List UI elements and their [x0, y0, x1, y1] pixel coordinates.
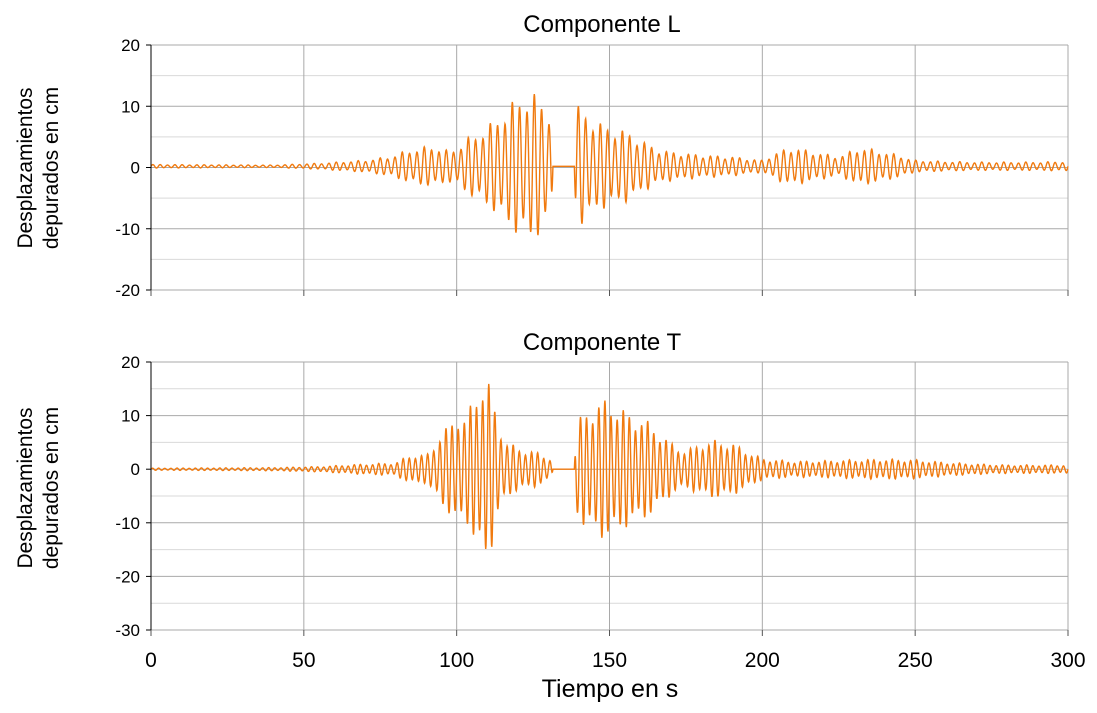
- x-tick-label: 250: [898, 649, 933, 672]
- x-ticks: 0 50 100 150 200 250 300: [145, 630, 1086, 672]
- chart-title: Componente T: [523, 329, 682, 356]
- y-tick-label: -10: [115, 514, 140, 533]
- y-axis-label-line-2: depurados en cm: [40, 407, 63, 569]
- y-tick-label: -20: [115, 281, 140, 300]
- y-axis-label-line-1: Desplazamientos: [14, 407, 37, 568]
- x-axis-label: Tiempo en s: [542, 675, 679, 703]
- x-tick-label: 100: [439, 649, 474, 672]
- y-axis-label-line-2: depurados en cm: [40, 87, 63, 249]
- y-ticks: 20 10 0 -10 -20: [115, 36, 151, 300]
- y-tick-label: 10: [121, 407, 140, 426]
- chart-title: Componente L: [523, 11, 680, 38]
- y-axis-label-line-1: Desplazamientos: [14, 87, 37, 248]
- y-tick-label: -30: [115, 621, 140, 640]
- y-ticks: 20 10 0 -10 -20 -30: [115, 353, 151, 640]
- y-tick-label: 10: [121, 97, 140, 116]
- y-tick-label: 20: [121, 353, 140, 372]
- x-tick-label: 200: [745, 649, 780, 672]
- y-tick-label: -10: [115, 220, 140, 239]
- x-ticks: [150, 290, 1069, 296]
- x-tick-label: 150: [592, 649, 627, 672]
- chart-panel-componente-l: Componente L 20 10 0 -10 -20 Desplazamientos…: [14, 11, 1069, 300]
- x-tick-label: 0: [145, 649, 157, 672]
- y-tick-label: 20: [121, 36, 140, 55]
- y-tick-label: 0: [131, 460, 140, 479]
- x-tick-label: 300: [1050, 649, 1085, 672]
- series-line: [150, 93, 1069, 236]
- x-tick-label: 50: [292, 649, 315, 672]
- y-tick-label: 0: [131, 159, 140, 178]
- series-line: [150, 383, 1069, 549]
- y-tick-label: -20: [115, 567, 140, 586]
